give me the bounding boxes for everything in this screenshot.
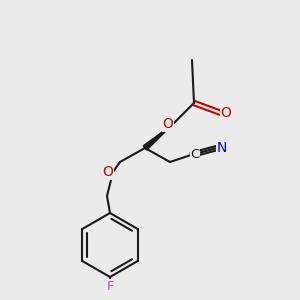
Text: O: O bbox=[103, 165, 113, 179]
Text: C: C bbox=[190, 148, 200, 161]
Text: O: O bbox=[163, 117, 173, 131]
Text: F: F bbox=[106, 280, 114, 292]
Polygon shape bbox=[143, 124, 173, 150]
Text: O: O bbox=[220, 106, 231, 120]
Text: N: N bbox=[217, 141, 227, 155]
